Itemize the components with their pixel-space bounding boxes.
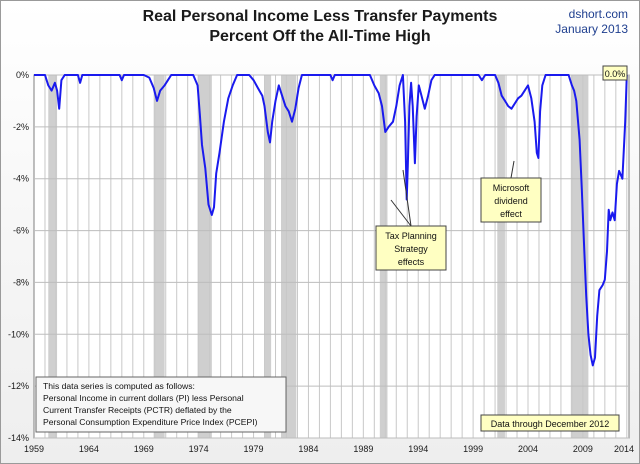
y-axis: 0% -2% -4% -6% -8% -10% -12% -14%: [8, 70, 29, 443]
microsoft-text: dividend: [494, 196, 528, 206]
recession-band-2: [197, 75, 212, 438]
recession-band-4: [281, 75, 297, 438]
x-tick-label: 1964: [79, 444, 99, 454]
y-tick-label: -4%: [13, 174, 29, 184]
y-tick-label: -10%: [8, 329, 29, 339]
x-tick-label: 2014: [614, 444, 634, 454]
methodology-text: Personal Consumption Expenditure Price I…: [43, 417, 258, 427]
recession-band-3: [264, 75, 272, 438]
callout-pointer: [390, 199, 412, 227]
y-tick-label: 0%: [16, 70, 29, 80]
source-site: dshort.com: [568, 7, 628, 21]
methodology-text: This data series is computed as follows:: [43, 381, 195, 391]
microsoft-text: Microsoft: [493, 183, 530, 193]
y-tick-label: -6%: [13, 226, 29, 236]
x-tick-label: 1984: [298, 444, 318, 454]
chart-title-line2: Percent Off the All-Time High: [209, 28, 431, 45]
y-tick-label: -8%: [13, 277, 29, 287]
tax-planning-callout: [375, 225, 447, 271]
methodology-text: Current Transfer Receipts (PCTR) deflate…: [43, 405, 232, 415]
y-tick-label: -12%: [8, 381, 29, 391]
tax-planning-text: Tax Planning: [385, 231, 437, 241]
x-tick-label: 1974: [189, 444, 209, 454]
data-through-badge: [480, 414, 620, 432]
data-through-text: Data through December 2012: [491, 419, 610, 429]
x-axis: 1959 1964 1969 1974 1979 1984 1989 1994 1999 2004…: [24, 444, 634, 454]
chart-title-line1: Real Personal Income Less Transfer Payme…: [142, 8, 498, 25]
callout-pointer: [402, 169, 412, 227]
annotations: Tax Planning Strategy effects Microsoft divi…: [35, 65, 628, 433]
end-value-text: 0.0%: [605, 69, 626, 79]
y-tick-label: -14%: [8, 433, 29, 443]
recession-band-7: [570, 75, 589, 438]
tax-planning-text: Strategy: [394, 244, 428, 254]
methodology-text: Personal Income in current dollars (PI) …: [43, 393, 244, 403]
y-tick-label: -2%: [13, 122, 29, 132]
microsoft-text: effect: [500, 209, 522, 219]
methodology-note: [35, 376, 287, 433]
recession-band-6: [497, 75, 505, 438]
source-date: January 2013: [555, 22, 628, 36]
x-tick-label: 2009: [573, 444, 593, 454]
x-tick-label: 1989: [353, 444, 373, 454]
x-tick-label: 1994: [408, 444, 428, 454]
x-tick-label: 1969: [134, 444, 154, 454]
source-label: dshort.com January 2013: [555, 7, 628, 37]
end-value-badge: [602, 65, 628, 81]
recession-band-0: [48, 75, 58, 438]
x-tick-label: 2004: [518, 444, 538, 454]
callout-pointer: [510, 160, 515, 179]
tax-planning-text: effects: [398, 257, 425, 267]
recession-bands: [48, 75, 589, 438]
recession-band-1: [153, 75, 165, 438]
x-tick-label: 1979: [244, 444, 264, 454]
x-tick-label: 1959: [24, 444, 44, 454]
series-line: [34, 74, 628, 367]
x-tick-label: 1999: [463, 444, 483, 454]
microsoft-callout: [480, 177, 542, 223]
